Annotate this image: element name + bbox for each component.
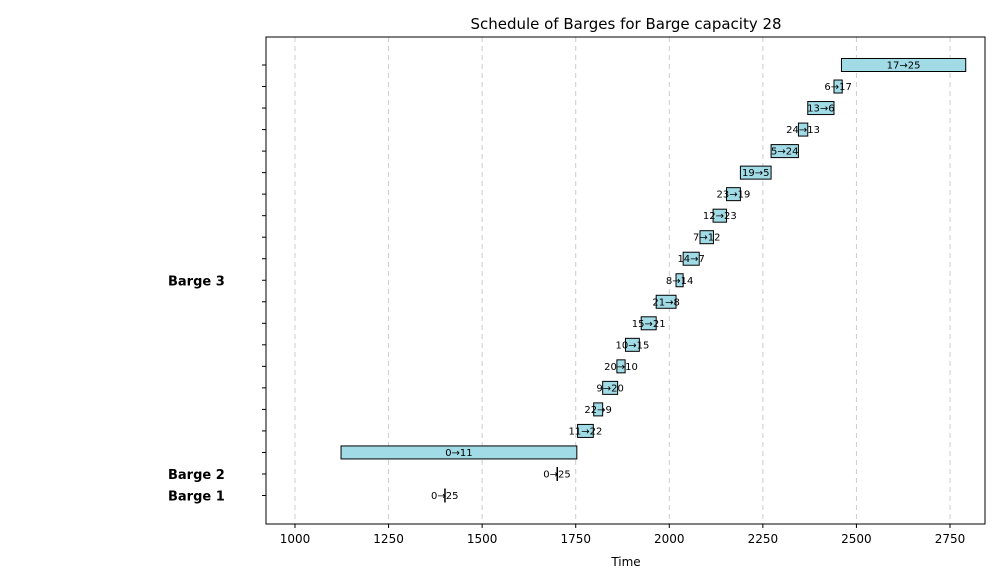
task-label: 14→7 (677, 254, 704, 265)
task-label: 19→5 (742, 168, 769, 179)
task-bar (340, 445, 578, 460)
task-label: 6→17 (824, 82, 851, 93)
x-axis-label: Time (610, 555, 640, 569)
task-label: 0→11 (445, 448, 472, 459)
task-label: 11→22 (569, 426, 603, 437)
axis-layer: 1000 1250 1500 1750 2000 2250 2500 2750 Barge 1 B… (168, 64, 966, 546)
task-label: 21→8 (652, 297, 679, 308)
task-bar (444, 488, 446, 503)
x-tick-label: 1000 (280, 532, 311, 546)
task-bar (593, 402, 604, 417)
task-bar (556, 466, 558, 481)
chart-title: Schedule of Barges for Barge capacity 28 (470, 15, 781, 33)
grid-layer (294, 37, 951, 524)
task-bar (840, 58, 967, 72)
x-tick-label: 2500 (841, 532, 872, 546)
task-bar (577, 423, 594, 438)
task-label: 13→6 (807, 104, 834, 115)
task-bar (726, 187, 741, 202)
x-tick-label: 2750 (935, 532, 966, 546)
task-bar (675, 273, 684, 288)
task-label: 20→10 (604, 362, 638, 373)
task-label: 0→25 (543, 469, 570, 480)
task-label: 23→19 (717, 190, 751, 201)
barge-label: Barge 1 (168, 490, 225, 505)
task-bar (624, 337, 640, 352)
task-label: 22→9 (584, 405, 611, 416)
task-bar (807, 101, 835, 116)
task-bar (770, 144, 799, 159)
task-bar (655, 294, 677, 309)
task-label: 5→24 (771, 147, 798, 158)
task-label: 10→15 (616, 340, 650, 351)
task-label: 7→12 (693, 233, 720, 244)
x-tick-label: 2250 (748, 532, 779, 546)
task-bar (797, 122, 809, 137)
x-tick-label: 1750 (560, 532, 591, 546)
task-bar (739, 165, 772, 180)
barge-label: Barge 3 (168, 274, 225, 289)
x-tick-label: 1250 (373, 532, 404, 546)
task-bar (602, 380, 619, 395)
task-bar (682, 251, 700, 266)
task-label: 12→23 (703, 211, 737, 222)
x-tick-label: 1500 (467, 532, 498, 546)
task-bar (699, 230, 714, 245)
bars-layer: 0→25 0→25 0→11 11→22 22→9 9→20 20→10 10→15 15→21… (340, 58, 967, 503)
task-bar (712, 208, 728, 223)
barge-label: Barge 2 (168, 468, 225, 483)
task-label: 9→20 (596, 383, 623, 394)
task-label: 17→25 (887, 61, 921, 72)
task-bar (640, 316, 657, 331)
task-label: 24→13 (786, 125, 820, 136)
task-label: 15→21 (632, 319, 666, 330)
task-bar (616, 359, 626, 374)
x-tick-label: 2000 (654, 532, 685, 546)
task-label: 8→14 (666, 276, 693, 287)
task-bar (833, 79, 843, 94)
task-label: 0→25 (431, 491, 458, 502)
